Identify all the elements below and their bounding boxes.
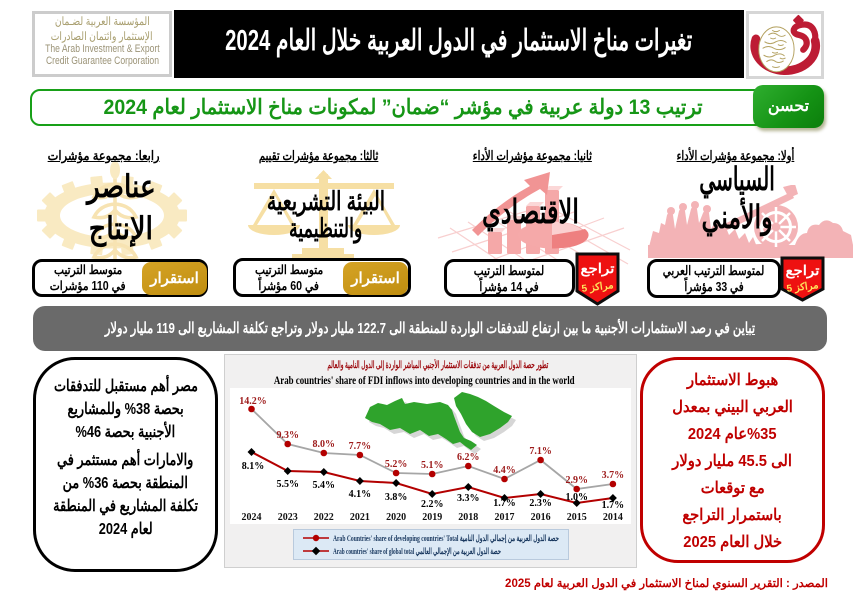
svg-text:2022: 2022 <box>314 512 334 523</box>
svg-text:5 مراكز: 5 مراكز <box>786 280 819 295</box>
svg-text:7.7%: 7.7% <box>349 441 372 452</box>
svg-text:3.3%: 3.3% <box>457 493 480 504</box>
svg-text:2023: 2023 <box>278 512 298 523</box>
svg-text:5.2%: 5.2% <box>385 459 408 470</box>
svg-text:2014: 2014 <box>603 512 623 523</box>
svg-text:2024: 2024 <box>242 512 262 523</box>
svg-text:8.1%: 8.1% <box>242 461 265 472</box>
svg-text:2.3%: 2.3% <box>529 498 552 509</box>
svg-text:3.8%: 3.8% <box>385 492 408 503</box>
svg-text:7.1%: 7.1% <box>529 446 552 457</box>
svg-text:4.1%: 4.1% <box>349 489 372 500</box>
svg-text:تراجع: تراجع <box>786 263 820 279</box>
svg-text:5 مراكز: 5 مراكز <box>581 280 614 295</box>
svg-text:3.7%: 3.7% <box>602 470 625 481</box>
svg-text:5.5%: 5.5% <box>276 479 299 490</box>
svg-text:2016: 2016 <box>531 512 551 523</box>
svg-text:5.4%: 5.4% <box>313 480 336 491</box>
svg-text:4.4%: 4.4% <box>493 465 516 476</box>
svg-text:1.7%: 1.7% <box>602 500 625 511</box>
svg-text:2020: 2020 <box>386 512 406 523</box>
svg-text:8.0%: 8.0% <box>313 439 336 450</box>
svg-text:2021: 2021 <box>350 512 370 523</box>
svg-text:1.0%: 1.0% <box>565 492 588 503</box>
svg-text:2018: 2018 <box>458 512 478 523</box>
svg-text:2017: 2017 <box>495 512 515 523</box>
svg-text:2019: 2019 <box>422 512 442 523</box>
svg-text:2015: 2015 <box>567 512 587 523</box>
svg-text:1.7%: 1.7% <box>493 498 516 509</box>
svg-text:9.3%: 9.3% <box>276 430 299 441</box>
svg-text:5.1%: 5.1% <box>421 460 444 471</box>
svg-text:Arab Countries' share of devel: Arab Countries' share of developing coun… <box>333 533 559 544</box>
svg-text:2.9%: 2.9% <box>565 475 588 486</box>
svg-text:Arab countries' share of globa: Arab countries' share of global total حص… <box>333 546 501 557</box>
svg-text:6.2%: 6.2% <box>457 452 480 463</box>
svg-text:14.2%: 14.2% <box>239 396 267 407</box>
svg-text:2.2%: 2.2% <box>421 499 444 510</box>
svg-text:تراجع: تراجع <box>581 261 615 277</box>
